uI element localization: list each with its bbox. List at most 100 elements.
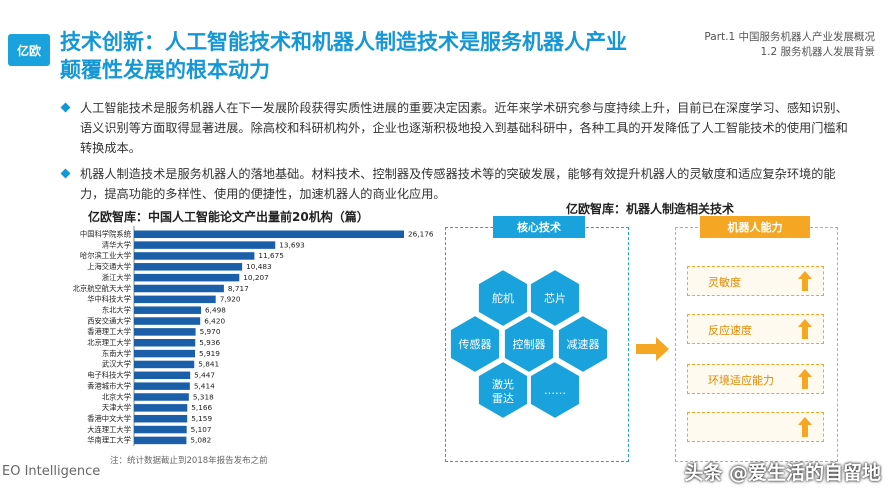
bullet-item: 机器人制造技术是服务机器人的落地基础。材料技术、控制器及传感器技术等的突破发展，…	[60, 164, 850, 204]
title-line-2: 颠覆性发展的根本动力	[60, 58, 270, 82]
value-label: 11,675	[258, 251, 284, 260]
bar	[134, 425, 187, 434]
hex-label: ……	[544, 384, 566, 397]
category-label: 清华大学	[102, 240, 131, 249]
tech-hexagon	[556, 313, 610, 375]
value-label: 8,717	[228, 284, 249, 293]
value-label: 10,207	[243, 273, 269, 282]
bar	[134, 263, 243, 271]
footer-brand: EO Intelligence	[2, 464, 101, 479]
chart-note: 注：统计数据截止到2018年报告发布之前	[110, 456, 268, 466]
hex-label: 控制器	[513, 337, 546, 351]
category-label: 北京理工大学	[87, 338, 131, 347]
part-label: Part.1 中国服务机器人产业发展概况	[704, 31, 875, 43]
capability-text: 灵敏度	[708, 276, 741, 289]
page-title: 技术创新：人工智能技术和机器人制造技术是服务机器人产业 颠覆性发展的根本动力	[60, 28, 700, 84]
logo: 亿欧	[8, 34, 50, 66]
category-label: 北京大学	[102, 392, 131, 401]
category-label: 浙江大学	[102, 273, 131, 282]
category-label: 东南大学	[102, 349, 131, 358]
bar	[134, 328, 196, 336]
bar	[134, 230, 404, 238]
value-label: 6,498	[205, 305, 226, 314]
bar	[134, 436, 187, 445]
bar	[134, 295, 216, 304]
category-label: 电子科技大学	[87, 371, 131, 380]
value-label: 5,970	[200, 327, 221, 336]
category-label: 华中科技大学	[87, 295, 131, 304]
category-label: 天津大学	[102, 403, 131, 412]
value-label: 13,693	[279, 240, 305, 249]
bar	[134, 241, 276, 249]
tech-hexagon	[528, 267, 582, 329]
bar	[134, 360, 195, 369]
category-label: 香港城市大学	[87, 381, 131, 390]
hex-label: 芯片	[544, 291, 566, 305]
hex-label: 激光雷达	[492, 377, 514, 405]
core-tech-label: 核心技术	[493, 216, 585, 238]
tech-hexagon	[476, 267, 530, 329]
category-label: 东北大学	[102, 305, 131, 314]
tech-hexagon	[502, 313, 556, 375]
value-label: 26,176	[408, 230, 434, 239]
bar	[134, 284, 224, 293]
up-arrow-icon	[798, 417, 812, 437]
value-label: 5,936	[199, 338, 220, 347]
up-arrow-icon	[798, 271, 812, 291]
title-line-1: 技术创新：人工智能技术和机器人制造技术是服务机器人产业	[60, 30, 627, 54]
category-label: 哈尔滨工业大学	[80, 251, 131, 260]
bullet-text: 机器人制造技术是服务机器人的落地基础。材料技术、控制器及传感器技术等的突破发展，…	[80, 167, 836, 201]
capability-item: 灵敏度	[687, 266, 824, 296]
capability-text: 环境适应能力	[708, 374, 774, 387]
category-label: 北京航空航天大学	[73, 284, 131, 293]
tech-hexagon	[528, 359, 582, 421]
tech-hexagon	[476, 359, 530, 421]
capability-text: 反应速度	[708, 324, 752, 337]
category-label: 武汉大学	[102, 360, 131, 369]
diagram-title: 亿欧智库：机器人制造相关技术	[566, 202, 735, 216]
section-label: 1.2 服务机器人发展背景	[760, 46, 875, 58]
value-label: 6,420	[204, 316, 225, 325]
value-label: 5,841	[198, 360, 219, 369]
value-label: 5,919	[199, 349, 220, 358]
tech-hexagon	[448, 313, 502, 375]
value-label: 5,447	[194, 371, 215, 380]
hex-label: 传感器	[459, 338, 492, 351]
capability-label: 机器人能力	[700, 216, 810, 238]
bar	[134, 382, 190, 390]
category-label: 大连理工大学	[87, 425, 131, 434]
bar	[134, 349, 196, 358]
capability-item: 反应速度	[687, 314, 824, 344]
bar	[134, 252, 255, 260]
value-label: 7,920	[220, 295, 241, 304]
bar	[134, 273, 240, 282]
chart-title: 亿欧智库：中国人工智能论文产出量前20机构（篇）	[88, 210, 369, 224]
category-label: 西安交通大学	[87, 316, 131, 325]
hex-label: 舵机	[492, 291, 514, 305]
logo-text: 亿欧	[16, 43, 41, 58]
category-label: 华南理工大学	[87, 436, 131, 445]
category-label: 上海交通大学	[87, 262, 131, 271]
right-arrow-icon	[636, 337, 669, 361]
bar	[134, 371, 191, 380]
hex-label: 减速器	[567, 338, 600, 351]
watermark: 头条 @爱生活的自留地	[684, 462, 881, 484]
category-label: 中国科学院系统	[80, 230, 131, 239]
value-label: 5,159	[191, 414, 212, 423]
capability-item: 环境适应能力	[687, 364, 824, 394]
capability-item	[687, 412, 824, 442]
section-info: Part.1 中国服务机器人产业发展概况 1.2 服务机器人发展背景	[704, 30, 875, 60]
value-label: 5,107	[191, 425, 212, 434]
bullet-text: 人工智能技术是服务机器人在下一发展阶段获得实质性进展的重要决定因素。近年来学术研…	[80, 101, 848, 155]
bar	[134, 404, 188, 412]
diamond-bullet-icon	[60, 168, 71, 179]
value-label: 5,318	[193, 392, 214, 401]
category-label: 香港中文大学	[87, 414, 131, 423]
bar	[134, 317, 201, 325]
bullet-item: 人工智能技术是服务机器人在下一发展阶段获得实质性进展的重要决定因素。近年来学术研…	[60, 98, 850, 158]
value-label: 5,414	[194, 381, 215, 390]
bar	[134, 306, 202, 314]
value-label: 5,082	[190, 436, 211, 445]
diamond-bullet-icon	[60, 102, 71, 113]
